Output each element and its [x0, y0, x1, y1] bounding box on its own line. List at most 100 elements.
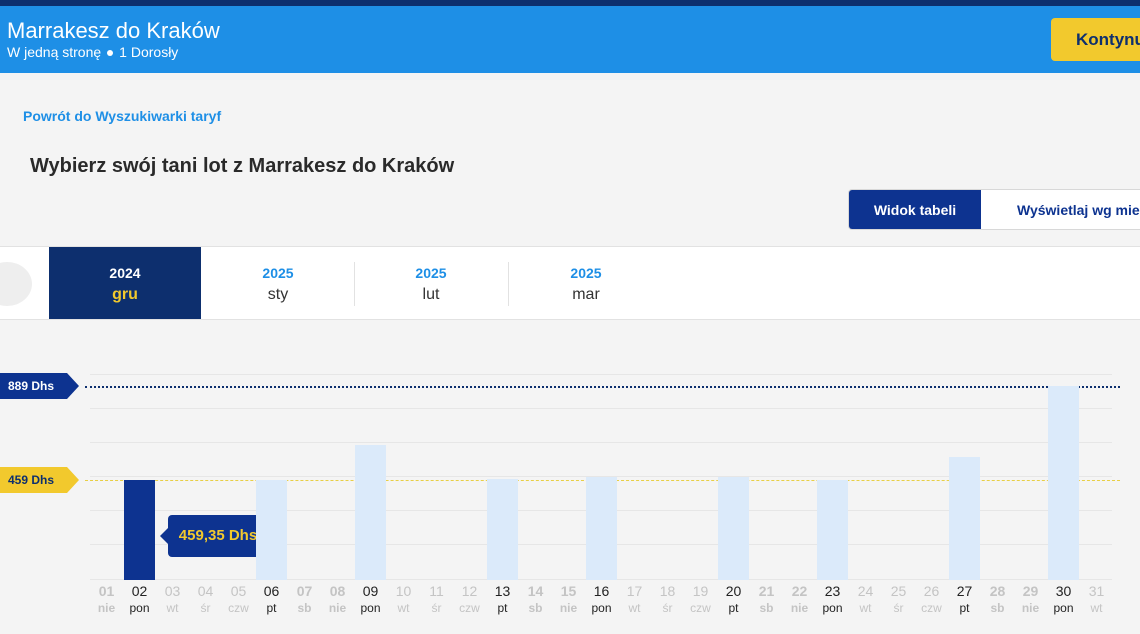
month-view-button[interactable]: Wyświetlaj wg miesięcy	[1017, 202, 1140, 218]
price-bar[interactable]	[586, 477, 617, 580]
month-tab-2024-gru[interactable]: 2024 gru	[49, 247, 201, 319]
header: Marrakesz do Kraków W jedną stronę 1 Doro…	[0, 0, 1140, 73]
day-weekday: nie	[790, 601, 809, 615]
day-weekday: czw	[228, 601, 249, 615]
view-toggle: Widok tabeli Wyświetlaj wg miesięcy	[848, 189, 1140, 230]
month-name: gru	[112, 286, 138, 303]
day-label: 18 śr	[651, 583, 684, 615]
max-price-tag: 889 Dhs	[0, 373, 79, 399]
day-label: 15 nie	[552, 583, 585, 615]
day-weekday: śr	[662, 601, 673, 615]
day-number: 03	[164, 583, 181, 599]
day-label[interactable]: 09 pon	[354, 583, 387, 615]
day-number: 23	[824, 583, 841, 599]
day-number: 14	[527, 583, 544, 599]
day-number: 17	[626, 583, 643, 599]
trip-summary: W jedną stronę 1 Dorosły	[7, 44, 178, 60]
month-tab-2025-mar[interactable]: 2025 mar	[510, 247, 662, 319]
day-number: 22	[791, 583, 808, 599]
day-weekday: sb	[528, 601, 543, 615]
day-number: 09	[362, 583, 379, 599]
month-year: 2025	[415, 265, 447, 281]
day-number: 20	[725, 583, 742, 599]
day-weekday: pt	[728, 601, 739, 615]
day-label: 11 śr	[420, 583, 453, 615]
day-number: 15	[560, 583, 577, 599]
day-weekday: wt	[1090, 601, 1103, 615]
day-weekday: śr	[893, 601, 904, 615]
day-label: 07 sb	[288, 583, 321, 615]
price-bar[interactable]	[487, 479, 518, 580]
day-weekday: czw	[690, 601, 711, 615]
fare-chart: 889 Dhs 459 Dhs 459,35 Dhs 01 nie 02 pon 03 w…	[0, 340, 1140, 634]
price-bar[interactable]	[817, 480, 848, 580]
price-bar[interactable]	[718, 477, 749, 580]
day-label: 17 wt	[618, 583, 651, 615]
day-number: 30	[1055, 583, 1072, 599]
price-bar[interactable]	[124, 480, 155, 580]
day-weekday: wt	[166, 601, 179, 615]
day-label[interactable]: 16 pon	[585, 583, 618, 615]
day-number: 21	[758, 583, 775, 599]
month-name: lut	[422, 286, 440, 303]
price-bar[interactable]	[1048, 386, 1079, 580]
day-weekday: pon	[360, 601, 381, 615]
day-number: 29	[1022, 583, 1039, 599]
day-label[interactable]: 13 pt	[486, 583, 519, 615]
month-selector: 2024 gru 2025 sty 2025 lut 2025 mar	[0, 246, 1140, 320]
day-weekday: pt	[497, 601, 508, 615]
day-weekday: pon	[129, 601, 150, 615]
table-view-button[interactable]: Widok tabeli	[849, 190, 981, 229]
day-label[interactable]: 30 pon	[1047, 583, 1080, 615]
day-number: 05	[230, 583, 247, 599]
day-label[interactable]: 06 pt	[255, 583, 288, 615]
day-number: 16	[593, 583, 610, 599]
day-number: 24	[857, 583, 874, 599]
day-number: 25	[890, 583, 907, 599]
month-tab-2025-lut[interactable]: 2025 lut	[355, 247, 507, 319]
day-weekday: nie	[97, 601, 116, 615]
price-bar[interactable]	[256, 480, 287, 580]
grid-line	[90, 442, 1112, 443]
day-label: 22 nie	[783, 583, 816, 615]
price-bar[interactable]	[949, 457, 980, 580]
day-label[interactable]: 20 pt	[717, 583, 750, 615]
continue-button[interactable]: Kontynuuj	[1051, 18, 1140, 61]
day-number: 27	[956, 583, 973, 599]
day-weekday: nie	[1021, 601, 1040, 615]
day-label[interactable]: 27 pt	[948, 583, 981, 615]
day-number: 26	[923, 583, 940, 599]
max-price-line	[85, 386, 1120, 388]
day-label: 05 czw	[222, 583, 255, 615]
separator-dot	[107, 50, 114, 57]
day-label: 25 śr	[882, 583, 915, 615]
day-number: 10	[395, 583, 412, 599]
day-weekday: śr	[431, 601, 442, 615]
day-label: 04 śr	[189, 583, 222, 615]
day-label: 01 nie	[90, 583, 123, 615]
day-weekday: wt	[397, 601, 410, 615]
day-label: 29 nie	[1014, 583, 1047, 615]
price-tooltip: 459,35 Dhs	[160, 515, 268, 557]
month-divider	[354, 262, 355, 306]
day-label[interactable]: 23 pon	[816, 583, 849, 615]
day-weekday: śr	[200, 601, 211, 615]
day-label: 19 czw	[684, 583, 717, 615]
day-label: 10 wt	[387, 583, 420, 615]
day-weekday: wt	[628, 601, 641, 615]
day-weekday: sb	[297, 601, 312, 615]
back-to-search-link[interactable]: Powrót do Wyszukiwarki taryf	[23, 108, 222, 124]
previous-month-button[interactable]	[0, 262, 32, 306]
day-number: 07	[296, 583, 313, 599]
month-tab-2025-sty[interactable]: 2025 sty	[202, 247, 354, 319]
day-label[interactable]: 02 pon	[123, 583, 156, 615]
trip-type: W jedną stronę	[7, 44, 102, 60]
day-number: 13	[494, 583, 511, 599]
day-number: 12	[461, 583, 478, 599]
grid-line	[90, 374, 1112, 375]
day-label: 24 wt	[849, 583, 882, 615]
passenger-count: 1 Dorosły	[119, 44, 179, 60]
day-label: 21 sb	[750, 583, 783, 615]
day-weekday: pt	[266, 601, 277, 615]
price-bar[interactable]	[355, 445, 386, 580]
